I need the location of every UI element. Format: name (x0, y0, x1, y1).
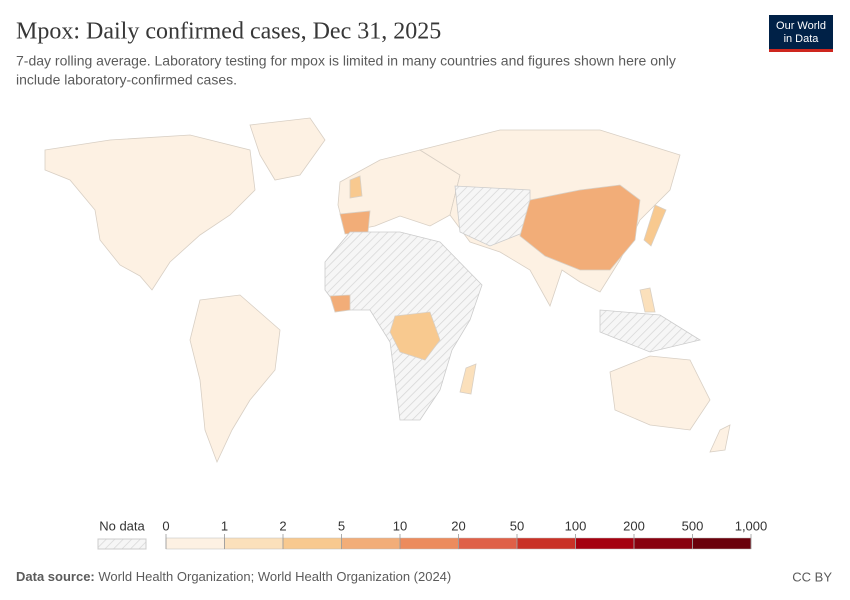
legend-tick-label: 5 (338, 518, 345, 533)
legend-tick-label: 1,000 (735, 518, 768, 533)
legend-bin (282, 537, 342, 550)
north-america[interactable] (44, 134, 256, 291)
no-data-swatch (97, 538, 147, 550)
title: Mpox: Daily confirmed cases, Dec 31, 202… (16, 19, 441, 45)
logo-text: in Data (784, 33, 820, 45)
legend-bin (575, 537, 635, 550)
legend-tick-label: 100 (565, 518, 587, 533)
source: Data source: World Health Organization; … (16, 569, 451, 584)
madagascar[interactable] (459, 363, 477, 395)
legend-bin (458, 537, 518, 550)
legend-bin (165, 537, 225, 550)
southeast-asia[interactable] (599, 309, 702, 353)
china[interactable] (519, 184, 641, 271)
legend-bin (399, 537, 459, 550)
legend-tick-label: 1 (221, 518, 228, 533)
australia[interactable] (609, 355, 711, 431)
japan[interactable] (643, 204, 667, 247)
legend-tick-label: 2 (279, 518, 286, 533)
legend-tick-label: 500 (682, 518, 704, 533)
uk[interactable] (349, 175, 363, 199)
legend-tick-label: 20 (451, 518, 465, 533)
legend-tick-label: 200 (623, 518, 645, 533)
license[interactable]: CC BY (792, 569, 832, 584)
philippines[interactable] (639, 287, 656, 313)
legend-bin (516, 537, 576, 550)
map (44, 117, 731, 464)
central-asia[interactable] (454, 185, 531, 247)
source-label: Data source: (16, 569, 95, 584)
legend-tick-label: 0 (162, 518, 169, 533)
legend-bin (224, 537, 284, 550)
logo-text: Our World (776, 20, 826, 32)
no-data-label: No data (99, 518, 145, 533)
dr-congo[interactable] (389, 311, 441, 361)
subtitle: include laboratory-confirmed cases. (16, 72, 237, 88)
legend-tick-label: 10 (393, 518, 407, 533)
new-zealand[interactable] (709, 424, 731, 453)
source-text: World Health Organization; World Health … (98, 569, 451, 584)
legend: No data 0 1 2 5 10 20 50 100 200 500 1,000 (97, 518, 768, 550)
legend-bin (341, 537, 401, 550)
logo-underline (769, 49, 833, 52)
spain[interactable] (339, 210, 371, 235)
guinea[interactable] (329, 294, 351, 313)
logo-box (769, 15, 833, 49)
legend-bin (692, 537, 752, 550)
south-america[interactable] (189, 294, 281, 464)
legend-tick-label: 50 (510, 518, 524, 533)
legend-bin (633, 537, 693, 550)
subtitle: 7-day rolling average. Laboratory testin… (16, 53, 676, 69)
greenland[interactable] (249, 117, 326, 181)
logo[interactable]: Our World in Data (769, 15, 833, 52)
